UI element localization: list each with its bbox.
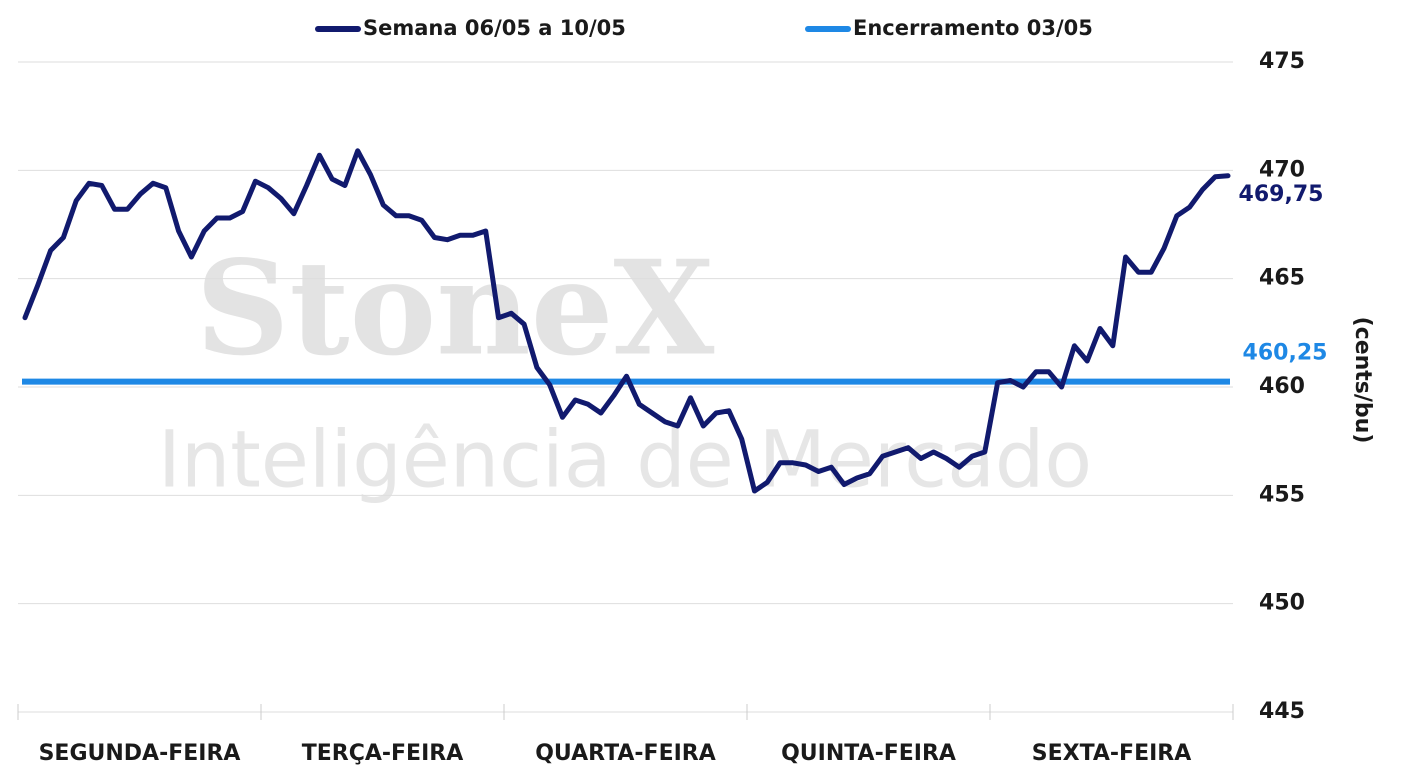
y-tick-label: 455 [1259, 482, 1305, 507]
y-tick-label: 470 [1259, 157, 1305, 182]
watermark-brand: StoneX [196, 232, 715, 385]
legend-label: Semana 06/05 a 10/05 [363, 16, 626, 40]
x-tick-label: QUINTA-FEIRA [781, 741, 956, 766]
y-axis-label: (cents/bu) [1350, 317, 1375, 444]
y-tick-label: 445 [1259, 699, 1305, 724]
y-tick-label: 460 [1259, 374, 1305, 399]
x-tick-label: SEXTA-FEIRA [1032, 741, 1192, 766]
reference-label: 460,25 [1243, 341, 1328, 366]
x-tick-label: TERÇA-FEIRA [302, 741, 464, 766]
legend-label: Encerramento 03/05 [853, 16, 1093, 40]
y-tick-label: 475 [1259, 49, 1305, 74]
y-tick-label: 450 [1259, 591, 1305, 616]
series-line [22, 148, 1231, 494]
x-tick-label: SEGUNDA-FEIRA [39, 741, 241, 766]
last-value-label: 469,75 [1239, 182, 1324, 207]
watermark-subtitle: Inteligência de Mercado [158, 415, 1092, 505]
y-tick-label: 465 [1259, 266, 1305, 291]
x-tick-label: QUARTA-FEIRA [535, 741, 716, 766]
